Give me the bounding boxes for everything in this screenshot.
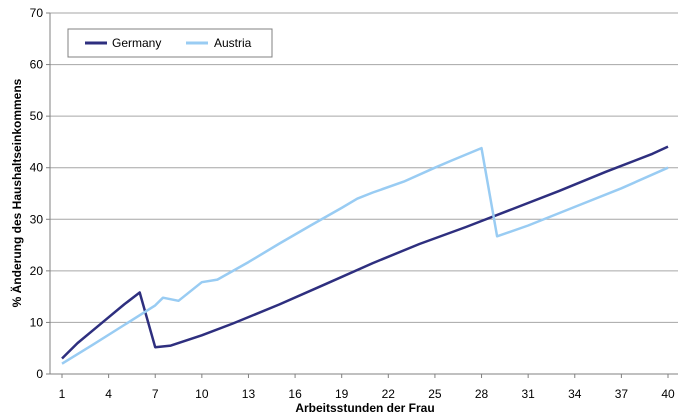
x-tick-label: 37 (615, 387, 629, 401)
y-axis-title: % Änderung des Haushaltseinkommens (9, 78, 24, 307)
x-tick-label: 25 (428, 387, 442, 401)
x-tick-label: 19 (335, 387, 349, 401)
x-tick-label: 16 (288, 387, 302, 401)
x-tick-label: 13 (242, 387, 256, 401)
series-line-germany (61, 145, 669, 360)
y-tick-labels: 0 10 20 30 40 50 60 70 (30, 6, 44, 381)
x-tick-label: 22 (382, 387, 396, 401)
x-axis-title: Arbeitsstunden der Frau (295, 401, 434, 415)
x-tick-label: 1 (59, 387, 66, 401)
x-tick-label: 10 (195, 387, 209, 401)
x-tick-label: 7 (152, 387, 159, 401)
gridlines (50, 12, 678, 323)
x-tick-label: 28 (475, 387, 489, 401)
legend: Germany Austria (67, 28, 273, 58)
y-tick-label: 60 (30, 58, 44, 72)
x-tick-label: 4 (105, 387, 112, 401)
y-tick-label: 40 (30, 161, 44, 175)
axes (46, 12, 678, 378)
y-tick-label: 50 (30, 109, 44, 123)
y-tick-label: 10 (30, 315, 44, 329)
y-tick-label: 20 (30, 264, 44, 278)
x-tick-label: 31 (521, 387, 535, 401)
x-tick-labels: 1 4 7 10 13 16 19 22 25 28 31 34 37 40 (59, 387, 675, 401)
y-tick-label: 0 (36, 367, 43, 381)
legend-label-austria: Austria (214, 36, 252, 50)
x-tick-label: 34 (568, 387, 582, 401)
series-line-austria (61, 146, 669, 365)
x-tick-label: 40 (661, 387, 675, 401)
series-lines (61, 145, 669, 365)
legend-label-germany: Germany (112, 36, 161, 50)
y-tick-label: 30 (30, 212, 44, 226)
y-tick-label: 70 (30, 6, 44, 20)
